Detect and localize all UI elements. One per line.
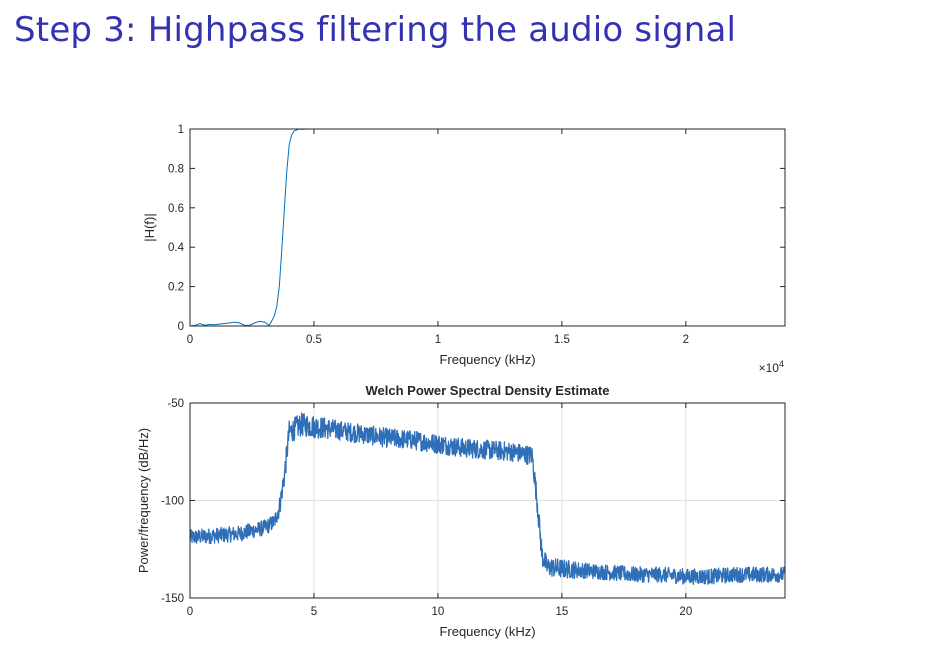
x-tick-label: 10	[432, 606, 445, 618]
slide-title: Step 3: Highpass filtering the audio sig…	[14, 10, 737, 50]
welch-psd-plot: 0 5 10 15 20 -150 -100 -50 Frequency (kHz) Power/…	[136, 383, 786, 639]
x-tick-label: 0.5	[306, 334, 322, 346]
y-tick-label: 0	[178, 321, 184, 333]
y-tick-label: 1	[178, 124, 184, 136]
y-axis-label: |H(f)|	[142, 213, 157, 241]
x-tick-label: 20	[679, 606, 692, 618]
x-tick-label: 0	[187, 606, 193, 618]
psd-series-line	[189, 412, 786, 585]
y-tick-label: -100	[161, 496, 184, 508]
y-tick-label: -150	[161, 593, 184, 605]
y-tick-label: 0.4	[168, 242, 185, 254]
y-tick-label: 0.6	[168, 203, 184, 215]
y-axis-label: Power/frequency (dB/Hz)	[136, 428, 151, 573]
axes-box	[189, 128, 786, 327]
x-tick-label: 1.5	[554, 334, 570, 346]
x-tick-label: 2	[683, 334, 689, 346]
x-tick-label: 1	[435, 334, 441, 346]
x-axis-label: Frequency (kHz)	[439, 624, 535, 639]
y-tick-label: 0.2	[168, 282, 184, 294]
magnitude-response-plot: 0 0.5 1 1.5 2 0 0.2 0.4 0.6 0.8 1 Frequency (kHz) |H…	[142, 124, 786, 375]
x-exponent-label: ×104	[759, 359, 784, 375]
x-axis-label: Frequency (kHz)	[439, 352, 535, 367]
magnitude-series-line	[189, 128, 785, 327]
chart-title: Welch Power Spectral Density Estimate	[366, 383, 610, 398]
x-tick-label: 5	[311, 606, 317, 618]
x-tick-label: 15	[555, 606, 568, 618]
x-tick-label: 0	[187, 334, 193, 346]
y-tick-label: 0.8	[168, 163, 184, 175]
y-tick-label: -50	[167, 398, 184, 410]
